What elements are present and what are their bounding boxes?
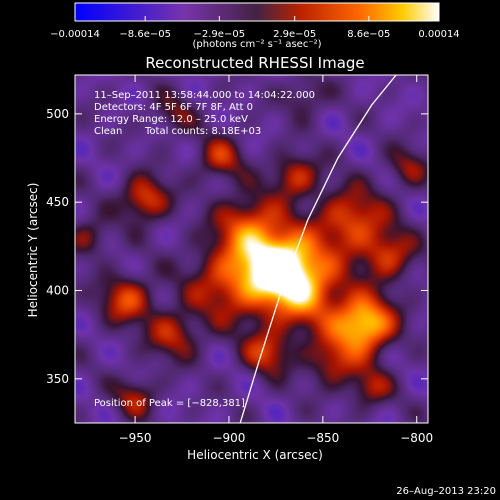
colorbar-unit-label: (photons cm⁻² s⁻¹ asec⁻²) xyxy=(192,39,321,50)
algorithm-annotation: Clean xyxy=(94,126,122,137)
plot-area xyxy=(74,74,429,424)
colorbar-tick-label: 0.00014 xyxy=(418,29,459,40)
chart-title: Reconstructed RHESSI Image xyxy=(145,54,364,72)
x-axis-ticks: −950 −900 −850 −800 xyxy=(119,75,433,445)
solar-limb-curve xyxy=(239,75,397,423)
x-tick-label: −850 xyxy=(306,431,339,445)
colorbar-tick-label: 2.9e−05 xyxy=(273,29,316,40)
x-tick-label: −900 xyxy=(212,431,245,445)
energy-range-annotation: Energy Range: 12.0 – 25.0 keV xyxy=(94,114,248,125)
colorbar-tick-label: −8.6e−05 xyxy=(119,29,171,40)
total-counts-annotation: Total counts: 8.18E+03 xyxy=(144,126,261,137)
observation-info: 11–Sep–2011 13:58:44.000 to 14:04:22.000… xyxy=(94,90,315,137)
colorbar-ticks: −0.00014 −8.6e−05 −2.9e−05 2.9e−05 8.6e−05 0.… xyxy=(50,16,460,40)
colorbar-tick-label: 8.6e−05 xyxy=(347,29,390,40)
x-tick-label: −800 xyxy=(400,431,433,445)
footer-timestamp: 26–Aug–2013 23:20 xyxy=(396,486,496,497)
y-tick-label: 350 xyxy=(46,372,69,386)
y-axis-label: Heliocentric Y (arcsec) xyxy=(26,183,40,318)
y-tick-label: 450 xyxy=(46,195,69,209)
x-axis-label: Heliocentric X (arcsec) xyxy=(187,448,323,462)
colorbar xyxy=(74,2,440,22)
y-tick-label: 500 xyxy=(46,107,69,121)
y-tick-label: 400 xyxy=(46,284,69,298)
y-axis-ticks: 350 400 450 500 xyxy=(46,107,428,386)
x-tick-label: −950 xyxy=(119,431,152,445)
peak-position-label: Position of Peak = [−828,381] xyxy=(94,398,245,409)
time-range-annotation: 11–Sep–2011 13:58:44.000 to 14:04:22.000 xyxy=(94,90,315,101)
colorbar-tick-label: −0.00014 xyxy=(50,29,100,40)
colorbar-tick-label: −2.9e−05 xyxy=(194,29,246,40)
detectors-annotation: Detectors: 4F 5F 6F 7F 8F, Att 0 xyxy=(94,102,253,113)
